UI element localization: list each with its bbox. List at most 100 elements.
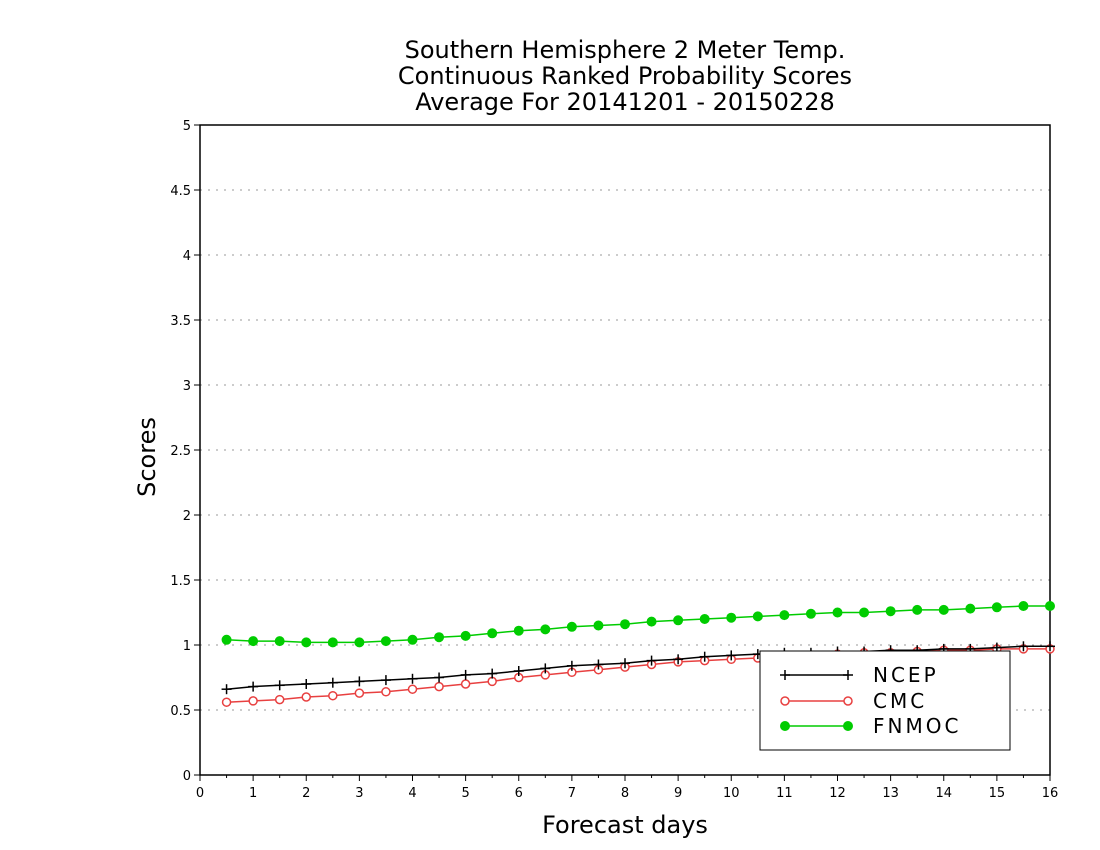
data-point-ncep-31	[1045, 641, 1055, 652]
x-tick-label-7: 7	[568, 786, 576, 801]
data-point-ncep-10	[487, 668, 498, 679]
y-tick-label-6: 3	[183, 379, 191, 394]
x-tick-label-2: 2	[302, 786, 310, 801]
data-point-ncep-2	[274, 680, 285, 691]
data-point-ncep-0	[221, 684, 232, 695]
x-tick-label-16: 16	[1042, 786, 1059, 801]
data-point-ncep-14	[593, 659, 604, 670]
data-point-fnmoc-20	[752, 611, 763, 622]
data-point-ncep-16	[646, 655, 657, 666]
y-tick-label-0: 0	[183, 769, 191, 784]
data-point-cmc-6	[381, 687, 391, 697]
y-tick-label-10: 5	[183, 119, 191, 134]
data-point-cmc-9	[460, 679, 471, 689]
x-tick-label-8: 8	[621, 786, 629, 801]
legend-marker-end-ncep	[843, 670, 853, 680]
data-point-fnmoc-18	[699, 614, 710, 624]
data-point-fnmoc-24	[859, 607, 870, 618]
data-point-fnmoc-7	[407, 634, 418, 645]
data-point-ncep-12	[540, 663, 551, 674]
data-point-fnmoc-22	[805, 608, 816, 619]
x-tick-label-14: 14	[935, 786, 952, 801]
data-point-cmc-7	[407, 684, 418, 694]
data-point-fnmoc-10	[487, 628, 498, 639]
data-point-ncep-1	[248, 681, 259, 692]
legend-marker-end-cmc	[843, 696, 853, 706]
x-tick-label-13: 13	[882, 786, 899, 801]
x-axis-ticks: 0 1 2 3 4 5 6 7 8 9 10 11 12 13 14 15 16	[196, 775, 1058, 801]
data-point-cmc-3	[301, 692, 311, 702]
legend-label-fnmoc: FNMOC	[873, 714, 961, 738]
legend-marker-start-cmc	[780, 696, 790, 706]
x-tick-label-3: 3	[355, 786, 363, 801]
data-point-ncep-4	[327, 677, 338, 688]
data-point-fnmoc-28	[965, 603, 976, 614]
series-line-fnmoc	[226, 605, 1050, 644]
data-point-fnmoc-6	[380, 636, 391, 647]
x-tick-label-6: 6	[515, 786, 523, 801]
data-point-ncep-8	[434, 672, 445, 683]
legend-marker-start-fnmoc	[780, 721, 790, 731]
data-point-fnmoc-25	[885, 606, 896, 617]
data-point-ncep-19	[726, 650, 737, 661]
data-point-fnmoc-4	[327, 637, 338, 648]
data-point-ncep-6	[380, 675, 391, 686]
data-point-fnmoc-23	[832, 607, 843, 618]
data-point-ncep-30	[1018, 641, 1029, 652]
title-line-1: Southern Hemisphere 2 Meter Temp.	[405, 36, 846, 64]
data-point-fnmoc-15	[620, 619, 630, 630]
data-point-fnmoc-16	[646, 616, 657, 627]
y-tick-label-2: 1	[183, 639, 191, 654]
data-point-ncep-13	[566, 660, 577, 671]
data-point-fnmoc-13	[566, 621, 577, 632]
data-point-cmc-2	[274, 694, 285, 705]
x-tick-label-1: 1	[249, 786, 257, 801]
x-tick-label-11: 11	[776, 786, 793, 801]
legend-label-cmc: CMC	[873, 689, 927, 713]
data-point-cmc-10	[487, 676, 497, 687]
data-point-fnmoc-31	[1045, 601, 1055, 611]
data-point-fnmoc-26	[912, 604, 923, 615]
y-tick-label-7: 3.5	[170, 314, 191, 329]
chart-title: Southern Hemisphere 2 Meter Temp. Contin…	[398, 36, 852, 116]
data-point-ncep-15	[620, 658, 630, 669]
title-line-3: Average For 20141201 - 20150228	[415, 88, 835, 116]
x-tick-label-9: 9	[674, 786, 682, 801]
legend-label-ncep: NCEP	[873, 663, 939, 687]
data-point-ncep-11	[513, 666, 524, 676]
data-point-fnmoc-0	[221, 634, 232, 645]
x-tick-label-5: 5	[461, 786, 469, 801]
legend-item-fnmoc: FNMOC	[780, 714, 961, 738]
series-fnmoc	[221, 601, 1055, 648]
data-point-fnmoc-9	[460, 630, 471, 641]
data-point-fnmoc-17	[673, 615, 684, 626]
data-point-cmc-4	[328, 690, 338, 701]
y-tick-label-3: 1.5	[170, 574, 191, 589]
legend-item-ncep: NCEP	[780, 663, 939, 687]
data-point-fnmoc-14	[593, 620, 604, 631]
title-line-2: Continuous Ranked Probability Scores	[398, 62, 852, 90]
y-tick-label-1: 0.5	[170, 704, 191, 719]
data-point-cmc-0	[221, 697, 232, 707]
x-tick-label-12: 12	[829, 786, 846, 801]
y-tick-label-8: 4	[183, 249, 191, 264]
data-point-ncep-9	[460, 669, 471, 680]
y-axis-label: Scores	[133, 417, 161, 497]
data-point-fnmoc-30	[1018, 601, 1029, 611]
series-ncep	[221, 641, 1055, 695]
data-point-fnmoc-1	[248, 636, 259, 647]
data-point-fnmoc-29	[991, 602, 1002, 613]
data-point-ncep-17	[673, 654, 684, 665]
data-point-cmc-1	[248, 696, 258, 706]
data-point-fnmoc-12	[540, 624, 551, 635]
data-point-fnmoc-2	[274, 636, 285, 647]
y-axis-ticks: 0 0.5 1 1.5 2 2.5 3 3.5 4 4.5 5	[170, 119, 200, 784]
data-point-cmc-5	[354, 688, 365, 698]
legend-item-cmc: CMC	[780, 689, 927, 713]
data-point-fnmoc-8	[434, 632, 445, 643]
data-point-ncep-3	[301, 679, 312, 689]
data-point-ncep-18	[699, 651, 710, 662]
data-point-fnmoc-11	[513, 625, 524, 636]
data-point-ncep-7	[407, 673, 418, 684]
